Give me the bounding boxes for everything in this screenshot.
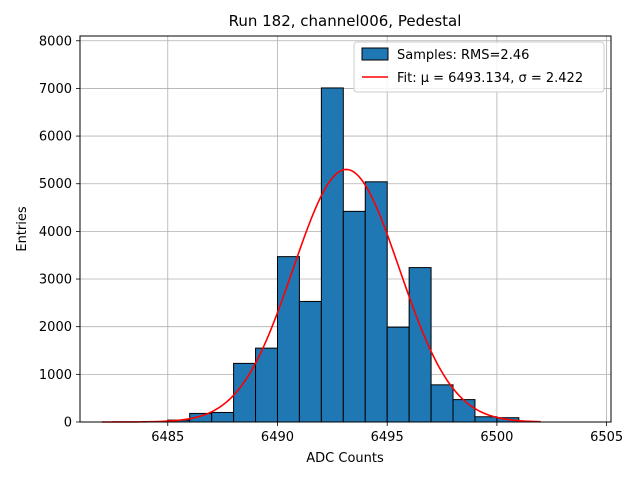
legend-swatch-samples [361,47,389,61]
histogram-bars [167,87,520,423]
x-tick-label: 6490 [261,430,294,445]
legend-box [353,41,605,93]
histogram-bar [320,87,344,423]
legend-entry-fit: Fit: μ = 6493.134, σ = 2.422 [397,71,583,86]
histogram-bar [298,300,322,423]
y-tick-label: 8000 [39,34,72,49]
histogram-bar [474,416,498,423]
histogram-bar [452,399,476,423]
legend-entry-samples: Samples: RMS=2.46 [397,48,529,63]
histogram-bar [364,181,388,423]
histogram-bar [342,210,366,423]
x-tick-label: 6505 [590,430,623,445]
y-tick-label: 4000 [39,225,72,240]
y-axis-label: Entries [15,206,30,252]
y-tick-label: 1000 [39,368,72,383]
histogram-bar [430,384,454,423]
x-tick-label: 6500 [480,430,513,445]
chart-title: Run 182, channel006, Pedestal [229,12,462,30]
gaussian-fit-curve [101,168,541,423]
histogram-bar [386,326,410,423]
y-tick-label: 3000 [39,273,72,288]
y-tick-label: 5000 [39,177,72,192]
y-tick-label: 0 [64,416,72,431]
x-tick-label: 6485 [151,430,184,445]
plot-frame [79,35,612,423]
histogram-bar [211,411,235,423]
x-axis-label: ADC Counts [306,451,384,466]
x-axis-ticks: 6485 6490 6495 6500 6505 [151,422,623,445]
y-tick-label: 7000 [39,82,72,97]
legend: Samples: RMS=2.46 Fit: μ = 6493.134, σ =… [353,41,605,93]
x-tick-label: 6495 [371,430,404,445]
y-axis-ticks: 0 1000 2000 3000 4000 5000 6000 7000 8000 [39,34,80,431]
y-tick-label: 2000 [39,320,72,335]
histogram-bar [255,347,278,423]
y-tick-label: 6000 [39,130,72,145]
